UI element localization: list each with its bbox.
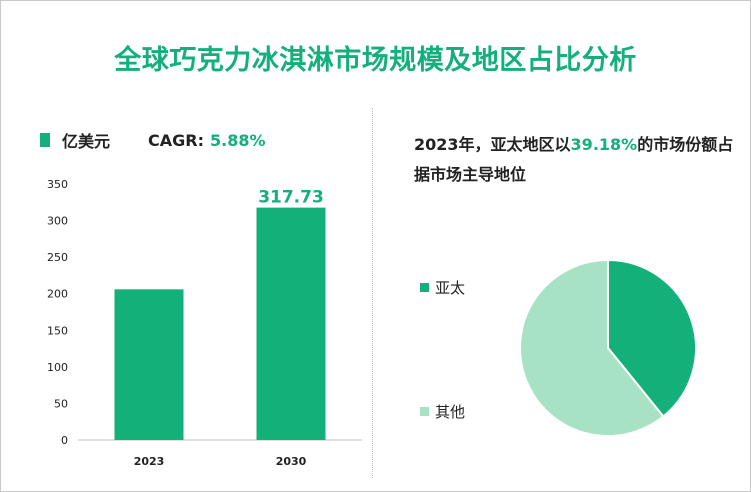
y-tick-label: 50 (54, 397, 68, 410)
pie-legend-swatch-apac (420, 283, 429, 292)
pie-legend-label-other: 其他 (435, 403, 466, 421)
chart-title: 全球巧克力冰淇淋市场规模及地区占比分析 (114, 45, 637, 76)
legend-swatch (40, 133, 50, 147)
pie-legend-item-other: 其他 (420, 401, 465, 422)
pie-description-highlight: 39.18% (570, 135, 638, 154)
legend-unit-label: 亿美元 (62, 132, 111, 151)
pie-legend-label-apac: 亚太 (435, 279, 466, 297)
bar-2030 (256, 207, 326, 440)
y-tick-label: 350 (47, 178, 68, 191)
y-tick-label: 200 (47, 288, 68, 301)
pie-legend-item-apac: 亚太 (420, 277, 465, 298)
panel-divider (372, 108, 373, 478)
pie-description: 2023年，亚太地区以39.18%的市场份额占据市场主导地位 (414, 130, 734, 190)
y-tick-label: 300 (47, 215, 68, 228)
pie-legend-swatch-other (420, 407, 429, 416)
x-tick-label: 2023 (134, 455, 165, 468)
x-tick-label: 2030 (276, 455, 307, 468)
y-tick-label: 100 (47, 361, 68, 374)
y-tick-label: 150 (47, 324, 68, 337)
pie-description-suffix: 的市场份额占据市场主导地位 (414, 135, 734, 184)
bar-data-label: 317.73 (258, 188, 324, 208)
cagr-label: CAGR: (148, 130, 204, 150)
bar-legend: 亿美元 CAGR: 5.88% (40, 128, 266, 152)
pie-slice-apac (607, 258, 697, 418)
pie-slice-other (519, 258, 665, 437)
pie-description-prefix: 2023年，亚太地区以 (414, 135, 571, 154)
bar-2023 (114, 289, 184, 440)
cagr-value: 5.88% (210, 130, 266, 150)
y-tick-label: 250 (47, 251, 68, 264)
y-tick-label: 0 (61, 434, 68, 447)
